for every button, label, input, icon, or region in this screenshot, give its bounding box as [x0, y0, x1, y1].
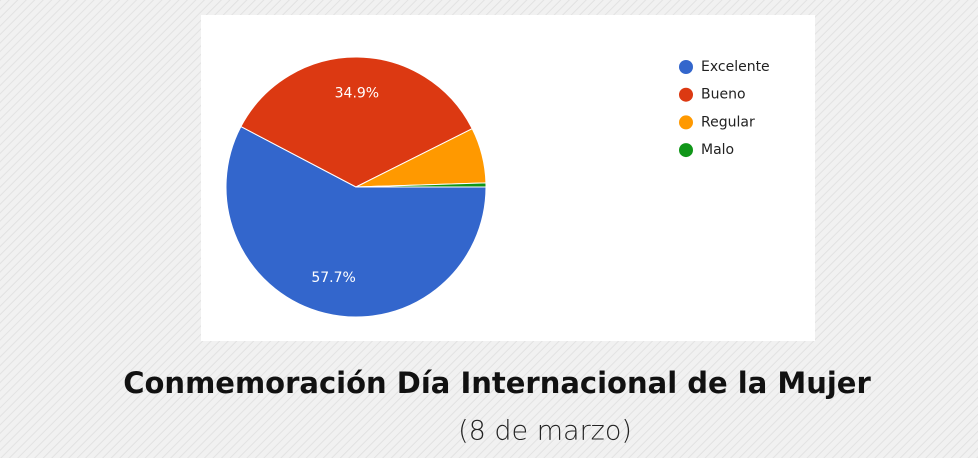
- pie-slice: [225, 125, 487, 318]
- chart-subtitle: (8 de marzo): [458, 416, 632, 447]
- legend-label: Regular: [701, 114, 755, 130]
- pie: 57.7% 34.9%: [225, 56, 487, 318]
- legend-label: Malo: [701, 142, 734, 158]
- legend-swatch: [679, 115, 693, 130]
- legend: Excelente Bueno Regular Malo: [679, 59, 770, 158]
- pie-slice: [355, 182, 487, 188]
- chart-title: Conmemoración Día Internacional de la Mu…: [123, 366, 871, 400]
- slice-label: 57.7%: [311, 270, 355, 286]
- pie-slice: [240, 56, 473, 188]
- legend-swatch: [679, 60, 693, 74]
- legend-label: Bueno: [701, 87, 746, 103]
- slice-label: 34.9%: [335, 85, 379, 101]
- legend-label: Excelente: [701, 59, 770, 75]
- legend-swatch: [679, 87, 693, 102]
- legend-swatch: [679, 143, 693, 158]
